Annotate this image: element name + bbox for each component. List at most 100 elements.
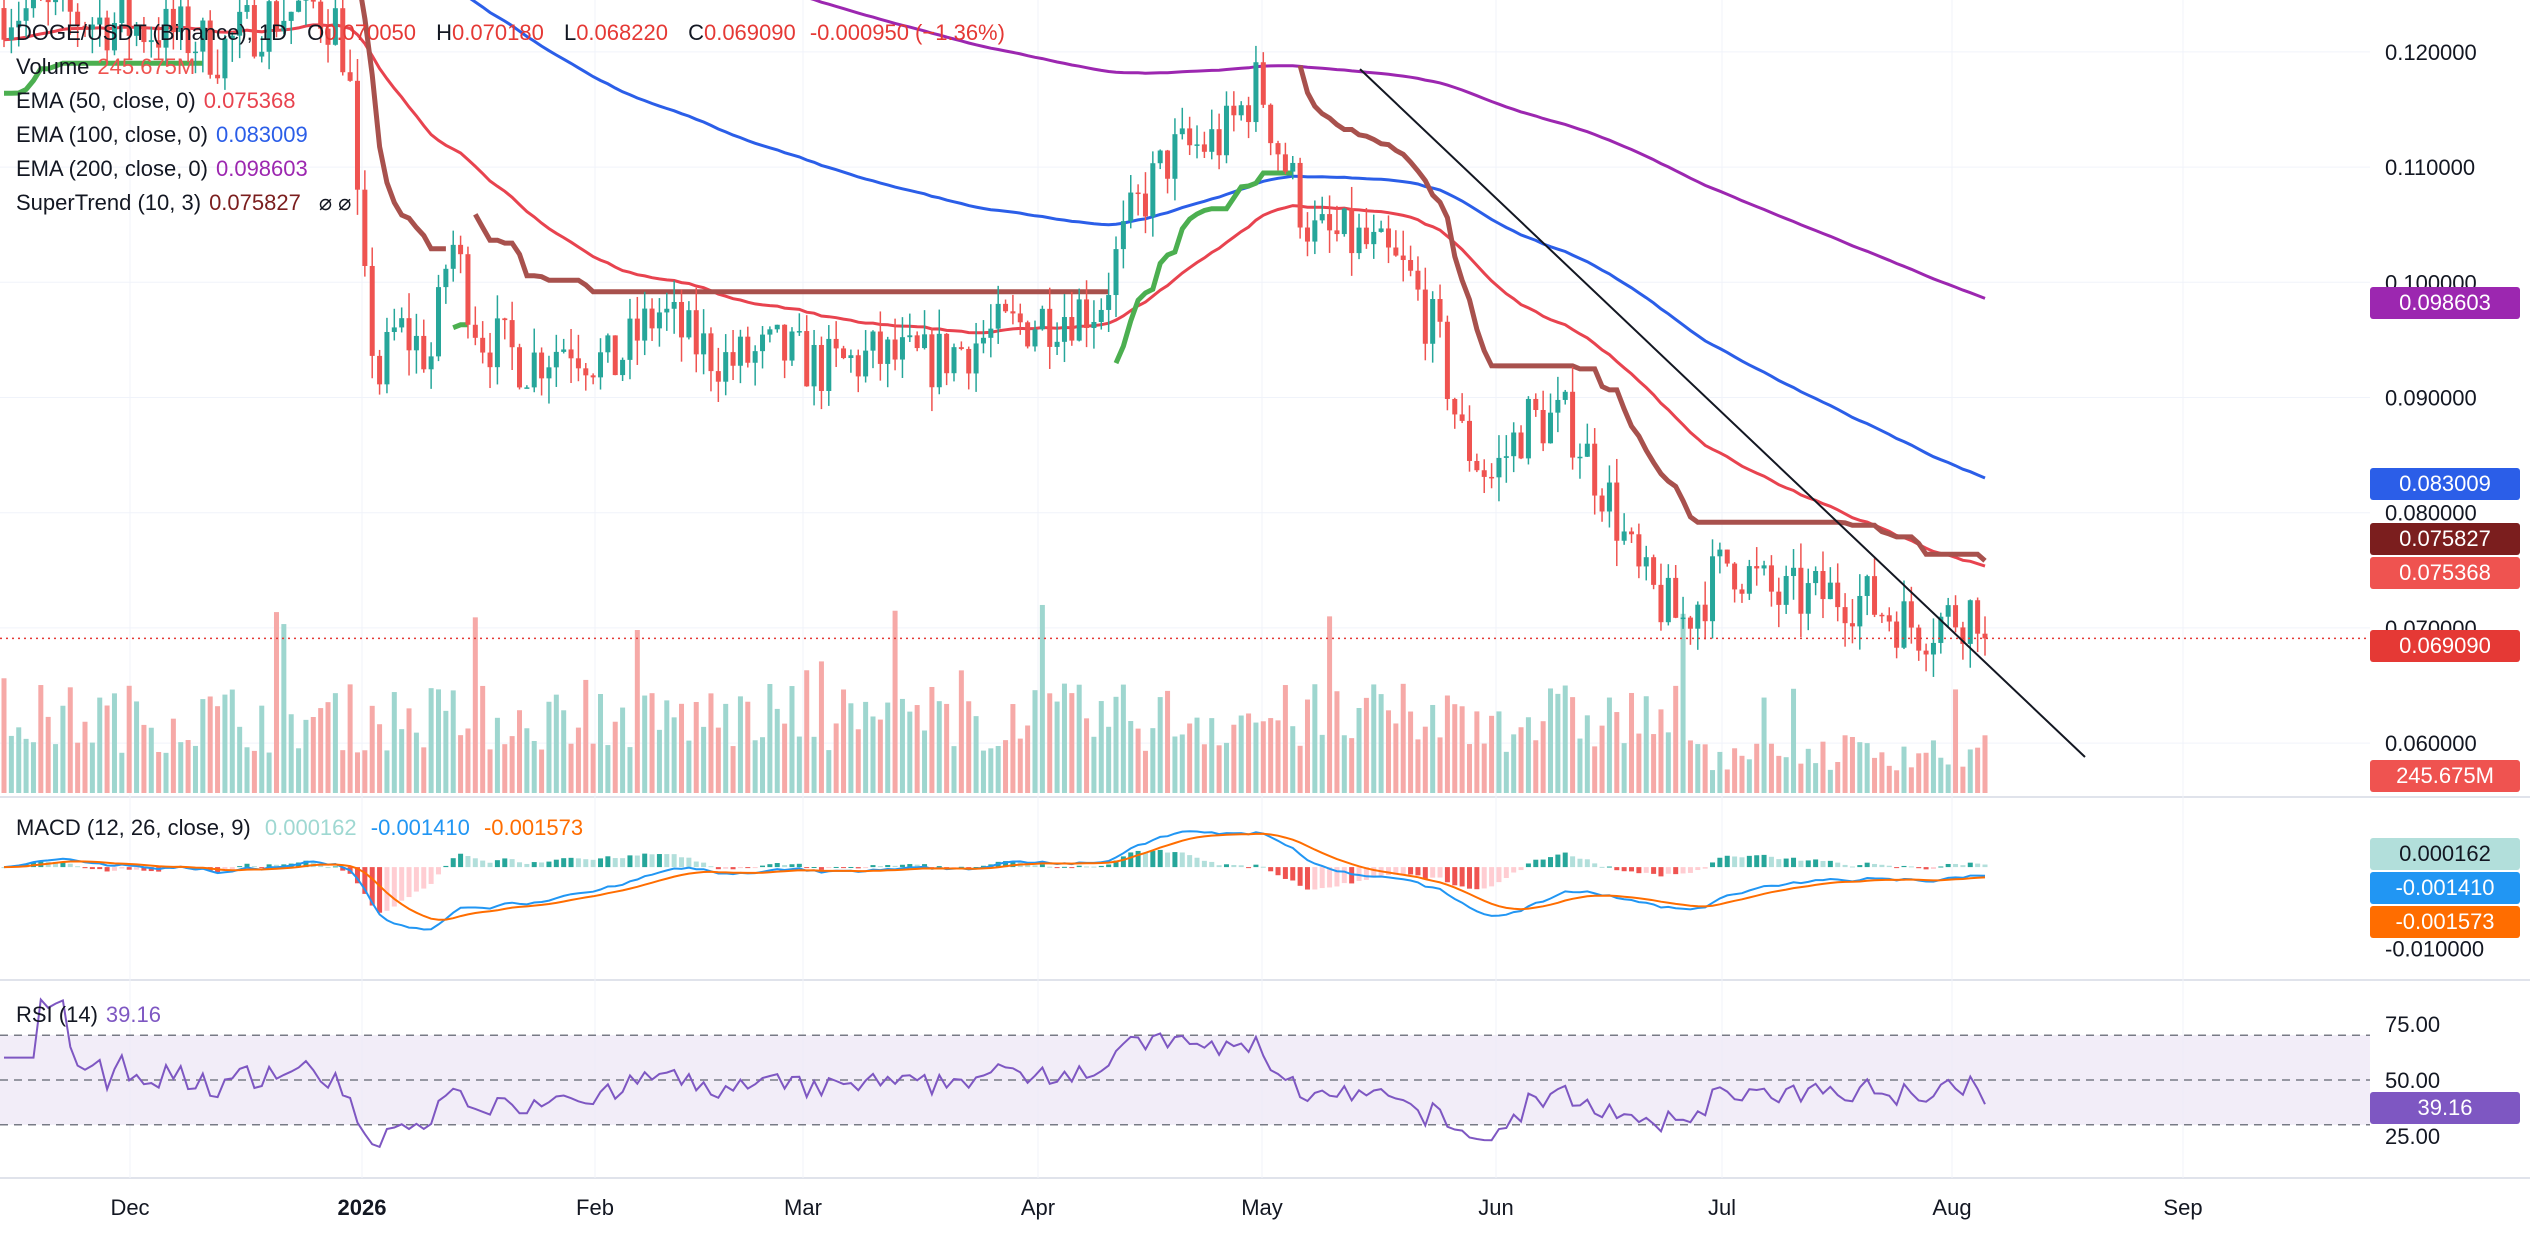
- macd-histogram-bar: [1209, 861, 1215, 868]
- legend-ema200[interactable]: EMA (200, close, 0) 0.098603: [16, 156, 308, 181]
- candle-body: [980, 337, 986, 344]
- volume-bar: [465, 728, 471, 793]
- volume-bar: [826, 750, 832, 793]
- candle-body: [502, 318, 508, 321]
- macd-histogram-bar: [1223, 864, 1229, 868]
- volume-bar: [929, 686, 935, 793]
- macd-histogram-bar: [1201, 860, 1207, 868]
- volume-bar: [1047, 693, 1053, 793]
- candle-body: [605, 335, 611, 353]
- macd-histogram-bar: [1894, 867, 1900, 869]
- legend-macd[interactable]: MACD (12, 26, close, 9) 0.000162 -0.0014…: [16, 815, 584, 840]
- macd-histogram-bar: [1363, 867, 1369, 880]
- candle-body: [1732, 563, 1738, 590]
- volume-bar: [1282, 685, 1288, 793]
- volume-bar: [796, 736, 802, 793]
- volume-bar: [1393, 723, 1399, 793]
- candle-body: [1371, 231, 1377, 245]
- candle-body: [708, 333, 714, 372]
- candle-body: [354, 80, 360, 190]
- candle-body: [634, 318, 640, 341]
- volume-bar: [97, 697, 103, 793]
- volume-bar: [229, 689, 235, 793]
- volume-bar: [421, 747, 427, 793]
- volume-bar: [575, 727, 581, 793]
- candle-body: [1813, 570, 1819, 584]
- macd-histogram-bar: [251, 866, 257, 868]
- volume-bar: [38, 685, 44, 793]
- macd-histogram-bar: [1084, 866, 1090, 868]
- macd-histogram-bar: [1695, 867, 1701, 871]
- candle-body: [575, 358, 581, 369]
- volume-bar: [634, 630, 640, 793]
- volume-bar: [1150, 728, 1156, 793]
- main-pane[interactable]: [0, 0, 2370, 793]
- macd-histogram-bar: [1629, 867, 1635, 872]
- macd-histogram-bar: [723, 867, 729, 869]
- candle-body: [1223, 105, 1229, 156]
- candle-body: [347, 72, 353, 81]
- macd-histogram-bar: [1408, 867, 1414, 875]
- supertrend-settings-icon[interactable]: ⌀ ⌀: [318, 190, 352, 215]
- volume-bar: [163, 752, 169, 793]
- macd-histogram-bar: [450, 858, 456, 868]
- legend-ema100[interactable]: EMA (100, close, 0) 0.083009: [16, 122, 308, 147]
- volume-bar: [708, 693, 714, 793]
- macd-histogram-bar: [693, 861, 699, 868]
- volume-bar: [1452, 704, 1458, 793]
- macd-histogram-bar: [1474, 867, 1480, 890]
- macd-histogram-bar: [1430, 867, 1436, 878]
- macd-histogram-bar: [1768, 856, 1774, 868]
- candle-body: [995, 303, 1001, 329]
- legend-rsi[interactable]: RSI (14) 39.16: [16, 1002, 161, 1027]
- macd-histogram-bar: [899, 864, 905, 868]
- candle-body: [1673, 577, 1679, 618]
- candle-body: [671, 301, 677, 309]
- candle-body: [45, 0, 51, 3]
- legend-supertrend[interactable]: SuperTrend (10, 3) 0.075827 ⌀ ⌀: [16, 190, 352, 215]
- macd-histogram-bar: [406, 867, 412, 898]
- supertrend-line: [1297, 64, 1987, 563]
- candle-body: [75, 11, 81, 26]
- legend-symbol[interactable]: DOGE/USDT (Binance), 1D: [16, 20, 288, 45]
- macd-histogram-bar: [1334, 867, 1340, 887]
- candle-body: [1702, 604, 1708, 622]
- candle-body: [664, 308, 670, 313]
- candle-body: [1150, 163, 1156, 217]
- volume-bar: [30, 742, 36, 793]
- macd-histogram-bar: [1437, 867, 1443, 878]
- macd-histogram-bar: [1466, 867, 1472, 889]
- legend-ema50[interactable]: EMA (50, close, 0) 0.075368: [16, 88, 296, 113]
- volume-bar: [1275, 720, 1281, 793]
- volume-bar: [391, 692, 397, 793]
- candle-body: [229, 35, 235, 39]
- candle-body: [627, 318, 633, 360]
- volume-bar: [215, 706, 221, 793]
- candle-body: [1710, 556, 1716, 622]
- candle-body: [1120, 221, 1126, 250]
- macd-histogram-bar: [89, 867, 95, 870]
- volume-bar: [752, 740, 758, 793]
- volume-bar: [1768, 743, 1774, 793]
- candle-body: [30, 0, 36, 9]
- candle-body: [598, 352, 604, 378]
- macd-histogram-bar: [458, 853, 464, 868]
- macd-histogram-bar: [1511, 867, 1517, 873]
- candle-body: [1459, 414, 1465, 421]
- volume-bar: [1894, 770, 1900, 793]
- volume-bar: [1518, 727, 1524, 793]
- candle-body: [1930, 642, 1936, 655]
- macd-histogram-bar: [870, 865, 876, 868]
- macd-histogram-bar: [1724, 855, 1730, 868]
- macd-histogram-bar: [671, 854, 677, 868]
- candle-body: [1739, 589, 1745, 594]
- macd-histogram-bar: [509, 859, 515, 868]
- macd-histogram-bar: [1798, 860, 1804, 868]
- candle-body: [715, 371, 721, 382]
- legend-volume[interactable]: Volume 245.675M: [16, 54, 196, 79]
- macd-histogram-bar: [524, 863, 530, 868]
- macd-histogram-bar: [539, 862, 545, 868]
- candle-body: [1680, 617, 1686, 620]
- candle-body: [1746, 566, 1752, 594]
